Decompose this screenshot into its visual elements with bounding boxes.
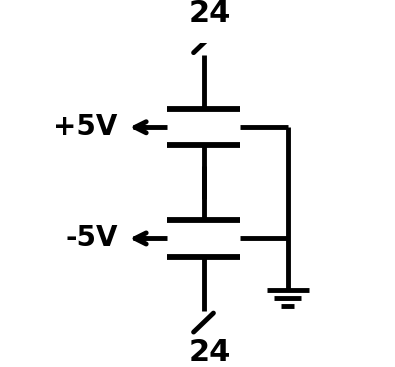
Text: 24: 24 [188, 0, 231, 28]
Text: 24: 24 [188, 338, 231, 367]
Text: -5V: -5V [65, 225, 118, 252]
Text: +5V: +5V [53, 113, 118, 141]
